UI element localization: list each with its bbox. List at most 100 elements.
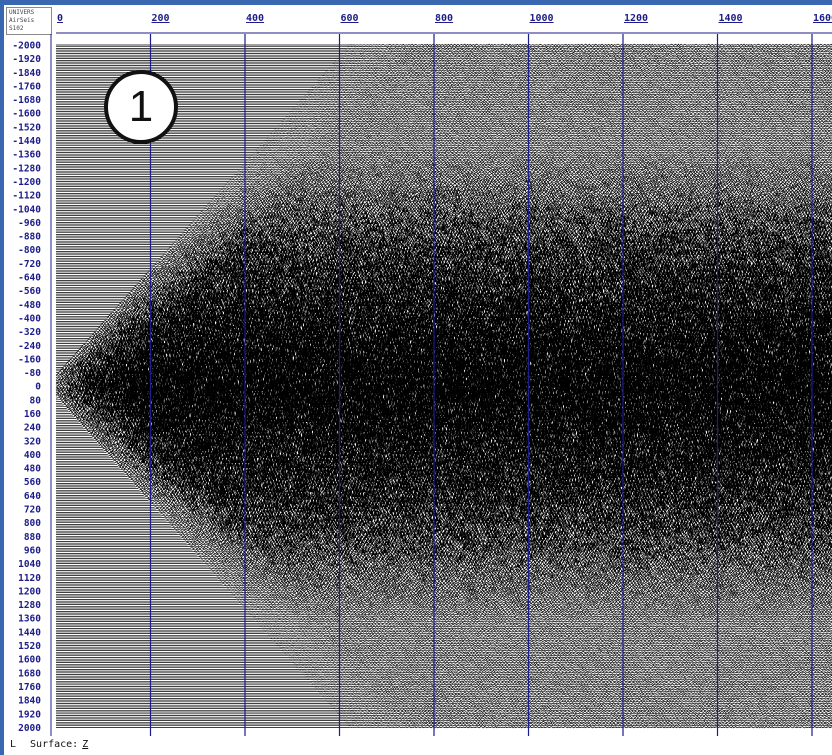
trace <box>56 630 832 633</box>
x-tick-label: 800 <box>435 13 453 24</box>
trace-fill <box>166 483 830 489</box>
trace-fill <box>89 345 832 353</box>
trace-fill <box>107 342 831 349</box>
trace-fill <box>85 397 832 405</box>
x-tick-label: 200 <box>152 13 170 24</box>
trace-fill <box>162 480 824 486</box>
y-tick-label: 560 <box>24 477 41 488</box>
trace-fill <box>202 494 828 499</box>
trace <box>56 616 832 620</box>
trace <box>56 72 832 75</box>
trace-fill <box>81 403 832 411</box>
trace <box>56 666 832 669</box>
trace <box>56 559 832 567</box>
trace <box>56 584 832 590</box>
trace-fill <box>113 327 832 334</box>
trace-fill <box>261 547 830 550</box>
trace <box>56 543 832 552</box>
trace <box>56 549 832 557</box>
trace <box>56 657 832 661</box>
trace-fill <box>97 417 829 424</box>
trace <box>56 169 832 173</box>
trace-fill <box>141 450 832 457</box>
trace-fill <box>155 289 832 295</box>
trace-fill <box>158 307 829 313</box>
trace <box>56 698 832 702</box>
trace <box>56 137 832 140</box>
trace <box>56 714 832 717</box>
trace-fill <box>79 394 822 402</box>
trace-fill <box>224 241 829 245</box>
y-tick-label: 960 <box>24 545 41 556</box>
trace-fill <box>137 446 832 453</box>
trace <box>56 135 832 139</box>
trace-fill <box>81 355 832 363</box>
trace-fill <box>118 328 827 335</box>
trace <box>56 200 832 206</box>
y-tick-label: 480 <box>24 464 41 475</box>
trace-fill <box>218 244 819 248</box>
trace <box>56 123 832 127</box>
trace <box>56 46 832 50</box>
trace-fill <box>106 404 832 412</box>
trace <box>56 640 832 644</box>
trace-fill <box>289 550 822 554</box>
trace-fill <box>194 275 832 281</box>
trace-fill <box>206 260 815 266</box>
trace-fill <box>192 506 820 511</box>
y-tick-label: 400 <box>24 450 41 461</box>
trace <box>56 712 832 715</box>
trace-fill <box>245 529 787 533</box>
trace-fill <box>131 438 832 445</box>
trace-fill <box>82 368 829 376</box>
trace <box>56 55 832 58</box>
trace <box>56 575 832 582</box>
trace-fill <box>187 503 827 508</box>
y-tick-label: 1440 <box>18 627 41 638</box>
trace-fill <box>211 247 832 252</box>
trace <box>56 170 832 175</box>
surface-value[interactable]: Z <box>82 739 89 750</box>
surface-label: Surface: <box>30 739 79 750</box>
x-tick-label: 1000 <box>530 13 554 24</box>
trace <box>56 159 832 163</box>
trace <box>56 110 832 113</box>
trace <box>56 614 832 618</box>
trace <box>56 635 832 638</box>
trace-fill <box>239 232 822 237</box>
trace-fill <box>180 485 832 491</box>
trace <box>56 120 832 123</box>
y-tick-label: -1280 <box>12 163 41 174</box>
trace <box>56 58 832 62</box>
trace <box>56 659 832 662</box>
trace <box>56 577 832 583</box>
trace <box>56 70 832 74</box>
trace <box>56 678 832 681</box>
trace-fill <box>141 453 831 460</box>
trace-fill <box>193 274 832 279</box>
trace-fill <box>251 534 823 538</box>
trace <box>56 690 832 693</box>
trace-fill <box>255 538 818 542</box>
trace <box>56 633 832 637</box>
trace-fill <box>68 381 832 390</box>
trace <box>56 99 832 103</box>
trace-fill <box>211 262 830 267</box>
trace <box>56 644 832 647</box>
trace-fill <box>141 455 832 462</box>
y-tick-label: 240 <box>24 423 41 434</box>
trace <box>56 157 832 161</box>
trace <box>56 48 832 52</box>
trace-fill <box>110 410 832 417</box>
trace-fill <box>110 418 832 426</box>
y-tick-label: -320 <box>18 327 41 338</box>
y-tick-label: -960 <box>18 218 41 229</box>
trace <box>56 180 832 185</box>
trace <box>56 695 832 698</box>
trace <box>56 108 832 111</box>
trace <box>56 668 832 671</box>
trace-fill <box>181 496 832 501</box>
y-tick-label: -480 <box>18 300 41 311</box>
trace <box>56 722 832 726</box>
